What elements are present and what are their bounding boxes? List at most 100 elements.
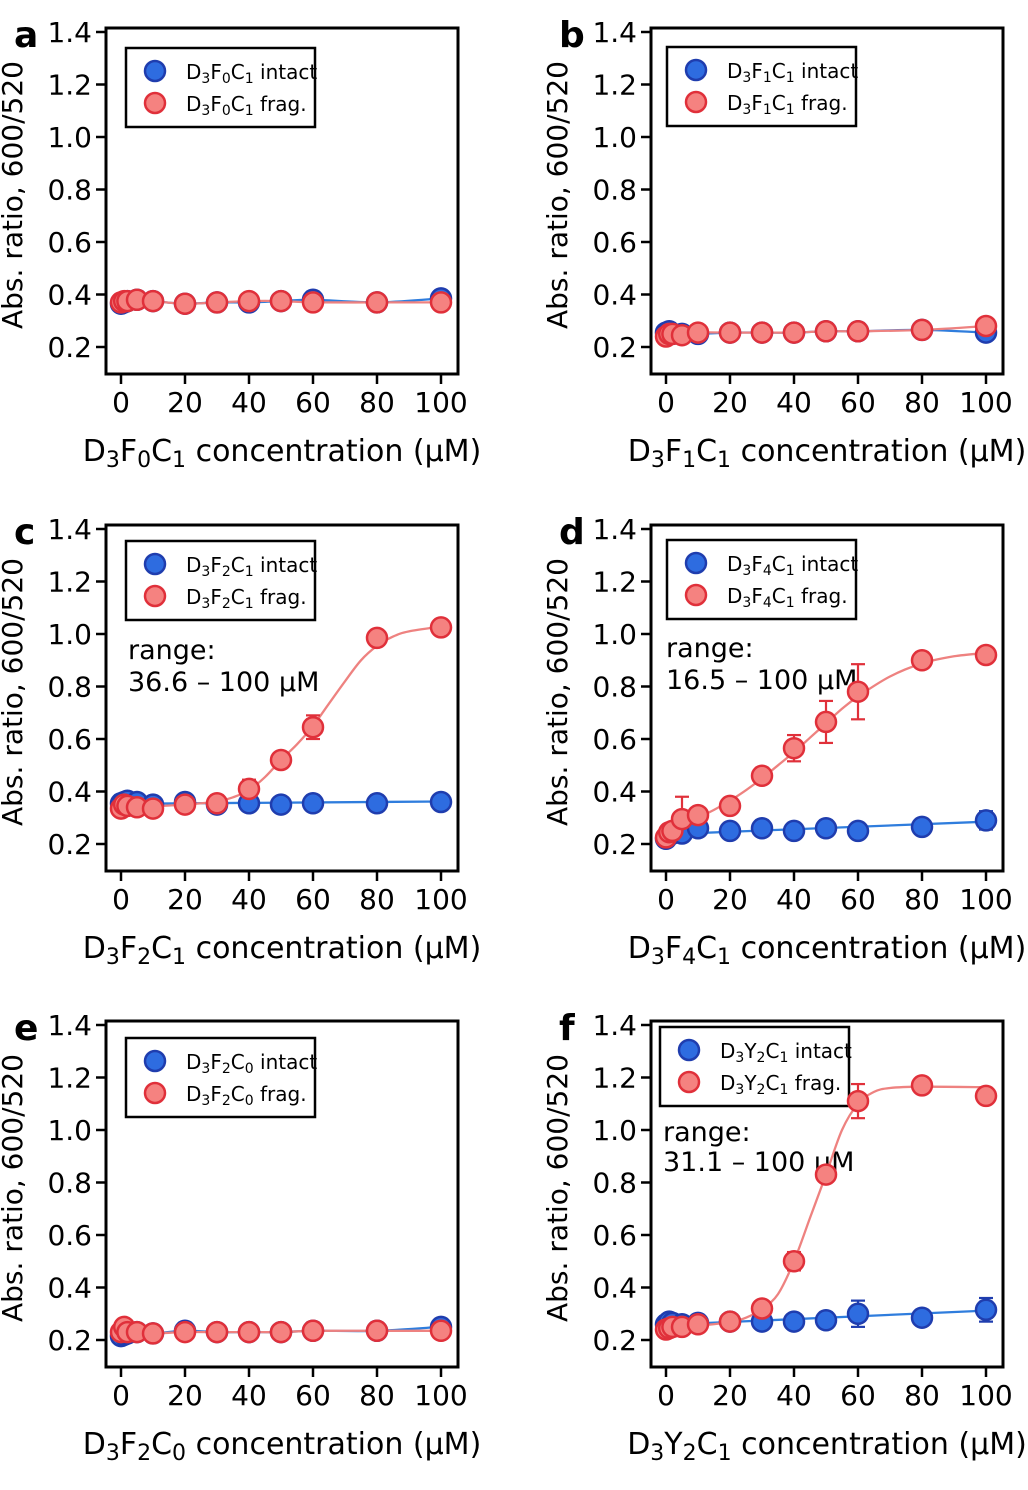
y-tick-label: 1.4 [592, 1009, 637, 1042]
y-tick-label: 1.0 [47, 618, 92, 651]
series-frag-points [654, 314, 998, 348]
y-tick-label: 1.4 [592, 16, 637, 49]
data-point [974, 808, 998, 832]
y-axis-label: Abs. ratio, 600/520 [541, 558, 574, 826]
x-tick-label: 20 [712, 386, 748, 419]
data-point [750, 1297, 774, 1320]
legend-intact-marker [143, 1049, 167, 1073]
x-axis-label: D3F2C0 concentration (µM) [83, 1427, 482, 1466]
legend-label: D3F2C1 frag. [186, 585, 307, 612]
x-tick-label: 20 [167, 386, 203, 419]
data-point [910, 1074, 934, 1097]
x-tick-label: 40 [231, 883, 267, 916]
x-tick-label: 0 [657, 1379, 675, 1412]
data-point [718, 819, 742, 842]
y-tick-label: 1.2 [47, 565, 92, 598]
legend-frag-marker [143, 1081, 167, 1105]
x-tick-label: 20 [167, 883, 203, 916]
range-note-line: range: [666, 633, 754, 664]
data-point [301, 715, 325, 739]
legend-intact-marker [143, 59, 167, 83]
x-axis-label: D3Y2C1 concentration (µM) [627, 1427, 1027, 1466]
x-tick-label: 20 [712, 1379, 748, 1412]
y-tick-label: 0.6 [47, 226, 92, 259]
legend: D3F1C1 intact D3F1C1 frag. [665, 45, 858, 128]
panel-f-chart: 0 20 40 60 80 100 0.2 0.4 0.6 0.8 1.0 1.2 1.4 f Abs. r… [541, 1008, 1027, 1466]
y-tick-label: 0.4 [592, 279, 637, 312]
y-axis-label: Abs. ratio, 600/520 [0, 61, 29, 329]
panel-c: 0 20 40 60 80 100 0.2 0.4 0.6 0.8 1.0 1.2 1.4 c Abs. r… [0, 497, 514, 994]
y-tick-label: 1.4 [47, 1009, 92, 1042]
x-tick-label: 60 [840, 883, 876, 916]
data-point [237, 289, 261, 313]
legend-label: D3F1C1 frag. [727, 91, 848, 118]
data-point [846, 680, 870, 703]
data-point [846, 1302, 870, 1326]
legend-frag-marker [143, 584, 167, 607]
legend-label: D3F2C0 intact [186, 1050, 317, 1077]
x-tick-label: 40 [231, 1379, 267, 1412]
data-point [429, 1319, 453, 1343]
y-tick-label: 0.4 [592, 1272, 637, 1305]
y-tick-label: 0.6 [47, 723, 92, 756]
axes: 0 20 40 60 80 100 0.2 0.4 0.6 0.8 1.0 1.2 1.4 [592, 513, 1012, 916]
data-point [365, 291, 389, 314]
data-point [750, 816, 774, 840]
series-frag-points [654, 1074, 998, 1341]
legend-label: D3F0C1 frag. [186, 92, 307, 119]
x-axis-label: D3F2C1 concentration (µM) [83, 931, 482, 970]
y-tick-label: 0.6 [592, 1219, 637, 1252]
data-point [205, 1321, 229, 1344]
data-point [686, 321, 710, 344]
x-tick-label: 80 [359, 386, 395, 419]
legend-label: D3F4C1 frag. [727, 584, 848, 611]
data-point [141, 289, 165, 313]
data-point [269, 748, 293, 771]
y-tick-label: 0.4 [47, 775, 92, 808]
legend-intact-marker [143, 552, 167, 575]
data-point [686, 1313, 710, 1336]
x-tick-label: 100 [959, 386, 1012, 419]
data-point [429, 615, 453, 639]
y-tick-label: 1.2 [592, 69, 637, 102]
series-frag-points [109, 1315, 453, 1345]
data-point [718, 1310, 742, 1334]
panel-a: 0 20 40 60 80 100 0.2 0.4 0.6 0.8 1.0 1.2 1.4 a Abs. r… [0, 0, 514, 497]
y-tick-label: 0.6 [592, 723, 637, 756]
panel-b-chart: 0 20 40 60 80 100 0.2 0.4 0.6 0.8 1.0 1.2 1.4b Abs. r… [541, 15, 1026, 473]
data-point [173, 792, 197, 816]
data-point [365, 626, 389, 649]
y-tick-label: 0.8 [47, 1167, 92, 1200]
x-tick-label: 20 [712, 883, 748, 916]
panel-letter: c [14, 512, 35, 553]
data-point [301, 1319, 325, 1343]
data-point [205, 291, 229, 314]
data-point [237, 777, 261, 800]
y-tick-label: 0.2 [47, 1324, 92, 1357]
x-tick-label: 60 [295, 883, 331, 916]
x-tick-label: 100 [959, 883, 1012, 916]
y-tick-label: 1.4 [592, 513, 637, 546]
y-tick-label: 0.8 [592, 1167, 637, 1200]
legend-label: D3F2C0 frag. [186, 1082, 307, 1109]
x-axis-label: D3F4C1 concentration (µM) [628, 931, 1027, 970]
x-tick-label: 0 [112, 1379, 130, 1412]
data-point [910, 815, 934, 838]
x-tick-label: 100 [959, 1379, 1012, 1412]
x-tick-label: 40 [776, 1379, 812, 1412]
panel-letter: d [559, 512, 585, 553]
y-axis-label: Abs. ratio, 600/520 [541, 61, 574, 329]
y-tick-label: 1.2 [592, 565, 637, 598]
x-tick-label: 0 [657, 883, 675, 916]
x-tick-label: 40 [776, 386, 812, 419]
range-note: range:36.6 – 100 µM [128, 635, 319, 698]
x-tick-label: 60 [295, 1379, 331, 1412]
panel-letter: a [14, 15, 38, 56]
x-axis-label: D3F0C1 concentration (µM) [83, 434, 482, 473]
data-point [173, 1321, 197, 1344]
legend: D3Y2C1 intact D3Y2C1 frag. [658, 1025, 852, 1108]
data-point [782, 819, 806, 842]
data-point [429, 291, 453, 314]
legend-frag-marker [143, 91, 167, 115]
data-point [365, 791, 389, 815]
